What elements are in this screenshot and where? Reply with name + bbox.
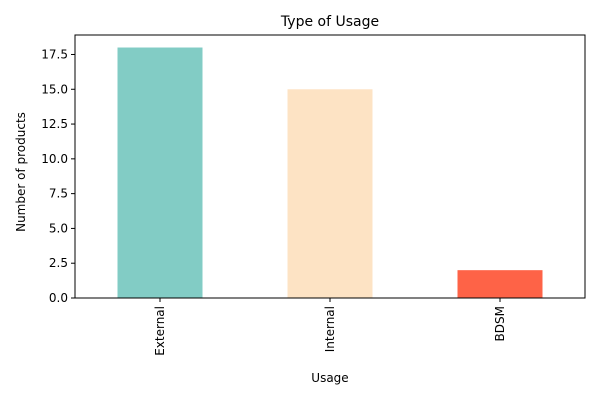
y-tick-label: 10.0: [41, 152, 68, 166]
bar-internal: [287, 89, 373, 299]
y-tick-label: 2.5: [49, 256, 68, 270]
y-tick-label: 15.0: [41, 82, 68, 96]
x-tick-label: Internal: [323, 306, 337, 352]
chart-title: Type of Usage: [280, 14, 379, 30]
bar-bdsm: [457, 270, 543, 298]
x-tick-label: BDSM: [493, 306, 507, 341]
y-tick-label: 7.5: [49, 187, 68, 201]
bar-external: [117, 47, 203, 298]
x-axis-label: Usage: [311, 371, 348, 385]
plot-area: 0.0 2.5 5.0 7.5 10.0 12.5 15.0 17.5 External Inte…: [41, 34, 586, 356]
y-tick-label: 17.5: [41, 47, 68, 61]
y-tick-label: 5.0: [49, 221, 68, 235]
y-tick-label: 12.5: [41, 117, 68, 131]
x-tick-label: External: [153, 306, 167, 356]
y-axis-label: Number of products: [14, 112, 28, 232]
y-tick-label: 0.0: [49, 291, 68, 305]
